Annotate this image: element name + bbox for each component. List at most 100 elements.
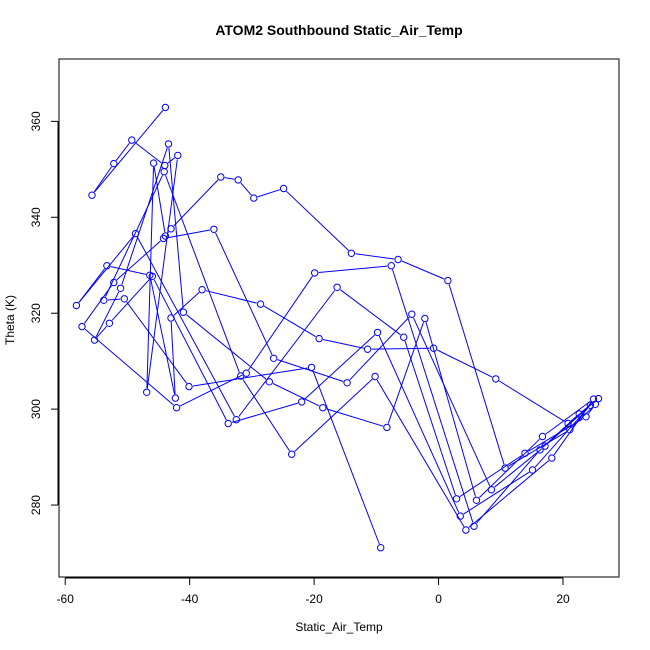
data-point — [232, 416, 241, 424]
series-segment — [121, 147, 168, 285]
series-segment — [83, 285, 112, 324]
data-point — [110, 278, 118, 287]
series-segment — [547, 407, 588, 444]
series-segment — [150, 279, 175, 395]
data-point — [538, 432, 547, 441]
data-point — [103, 262, 111, 270]
series-segment — [498, 380, 565, 422]
series-segment — [78, 236, 134, 303]
y-tick-label: 340 — [29, 207, 43, 227]
data-point — [224, 419, 232, 428]
series-segment — [136, 236, 235, 417]
y-tick-label: 360 — [29, 111, 43, 131]
series-segment — [318, 265, 388, 273]
series-segment — [111, 278, 150, 321]
series-segment — [401, 260, 445, 280]
y-tick-label: 320 — [29, 303, 43, 323]
data-point — [217, 173, 225, 181]
series-segment — [448, 284, 505, 465]
series-segment — [349, 316, 410, 381]
data-point — [131, 229, 140, 238]
data-point — [149, 159, 158, 167]
series-segment — [392, 269, 474, 523]
data-point — [161, 103, 170, 112]
x-tick-label: -20 — [305, 592, 323, 606]
series-segment — [436, 349, 493, 378]
data-point — [160, 168, 168, 176]
data-point — [234, 176, 242, 184]
x-tick-label: -60 — [57, 592, 75, 606]
series-segment — [146, 159, 178, 389]
data-point — [343, 379, 351, 387]
data-point — [564, 419, 572, 428]
series-segment — [240, 182, 252, 196]
data-point — [265, 378, 273, 386]
series-segment — [167, 229, 211, 239]
y-tick-label: 280 — [29, 495, 43, 515]
series-segment — [387, 322, 424, 424]
data-point — [472, 496, 481, 504]
data-layer — [72, 103, 603, 552]
data-point — [363, 345, 372, 353]
data-point — [586, 401, 595, 409]
data-point — [270, 354, 278, 362]
data-point — [575, 410, 583, 418]
data-point — [594, 394, 603, 403]
data-point — [237, 372, 245, 380]
data-point — [161, 232, 170, 240]
data-point — [288, 450, 296, 458]
data-point — [161, 161, 169, 170]
data-point — [256, 300, 265, 308]
data-point — [347, 249, 356, 258]
series-segment — [173, 292, 200, 316]
data-point — [167, 225, 175, 233]
series-segment — [378, 335, 460, 513]
series-segment — [107, 298, 121, 301]
series-segment — [413, 317, 491, 487]
data-point — [589, 395, 598, 403]
chart-title: ATOM2 Southbound Static_Air_Temp — [215, 22, 462, 38]
x-axis-label: Static_Air_Temp — [295, 620, 383, 634]
data-point — [279, 184, 288, 193]
series-segment — [263, 305, 316, 338]
data-point — [501, 464, 509, 472]
series-segment — [186, 314, 267, 380]
series-segment — [165, 175, 240, 373]
data-point — [298, 398, 306, 406]
series-segment — [153, 279, 227, 421]
data-point — [492, 375, 500, 383]
series-segment — [588, 407, 594, 414]
series-segment — [167, 157, 176, 164]
data-point — [383, 423, 391, 432]
data-point — [456, 512, 464, 520]
data-point — [116, 284, 125, 292]
series-segment — [110, 266, 147, 275]
series-segment — [286, 190, 349, 251]
y-tick-label: 300 — [29, 399, 43, 419]
data-point — [541, 442, 549, 450]
data-point — [185, 382, 193, 391]
data-point — [120, 295, 129, 303]
series-segment — [94, 110, 164, 193]
data-point — [311, 269, 319, 277]
data-point — [429, 344, 438, 352]
series-segment — [326, 408, 384, 427]
series-segment — [248, 275, 313, 371]
series-segment — [468, 460, 550, 528]
data-point — [100, 296, 108, 304]
series-segment — [312, 370, 380, 545]
data-point — [548, 454, 556, 462]
series-segment — [322, 339, 364, 349]
series-segment — [404, 340, 456, 496]
x-axis: -60 -40 -20 0 20 — [57, 577, 570, 606]
series-segment — [425, 322, 476, 497]
data-point — [521, 449, 529, 457]
data-point — [128, 136, 136, 144]
series-segment — [463, 471, 530, 515]
series-segment — [238, 290, 336, 417]
data-point — [591, 400, 600, 408]
series-segment — [96, 325, 108, 338]
y-axis: 280 300 320 340 360 — [29, 111, 59, 515]
data-point — [174, 151, 182, 160]
